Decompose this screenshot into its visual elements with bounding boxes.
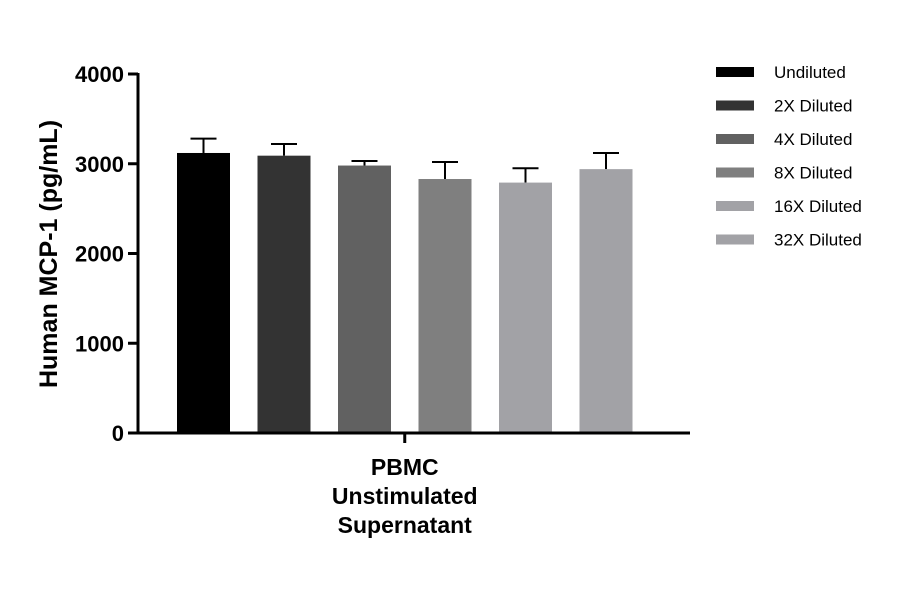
bar — [257, 155, 311, 434]
legend-label: Undiluted — [774, 63, 846, 82]
y-tick-label: 2000 — [75, 242, 124, 267]
x-tick-label-line: Supernatant — [338, 512, 473, 538]
bar — [177, 152, 230, 434]
legend-label: 32X Diluted — [774, 231, 862, 250]
y-tick-label: 0 — [112, 421, 124, 446]
legend-swatch — [716, 201, 754, 211]
x-tick-label: PBMC Unstimulated Supernatant — [332, 454, 478, 538]
bar — [418, 179, 472, 433]
axes: 0 1000 2000 3000 4000 PBMC Unstimulated Superna… — [75, 62, 690, 538]
legend-swatch — [716, 100, 754, 111]
legend-label: 8X Diluted — [774, 164, 852, 183]
legend-swatch — [716, 134, 754, 144]
x-tick-label-line: Unstimulated — [332, 483, 478, 509]
legend-label: 4X Diluted — [774, 130, 852, 149]
legend-label: 16X Diluted — [774, 197, 862, 216]
legend-label: 2X Diluted — [774, 97, 852, 116]
bar — [499, 182, 552, 433]
legend: Undiluted 2X Diluted 4X Diluted 8X Diluted 1… — [716, 63, 862, 250]
x-tick-label-line: PBMC — [371, 454, 439, 480]
bar — [579, 169, 633, 433]
legend-swatch — [716, 167, 754, 178]
y-tick-label: 4000 — [75, 62, 124, 87]
bar — [338, 165, 391, 434]
y-tick-label: 1000 — [75, 331, 124, 356]
y-tick-label: 3000 — [75, 152, 124, 177]
y-axis-title: Human MCP-1 (pg/mL) — [35, 120, 63, 388]
legend-swatch — [716, 67, 754, 77]
plot-area — [177, 137, 633, 434]
legend-swatch — [716, 234, 754, 245]
